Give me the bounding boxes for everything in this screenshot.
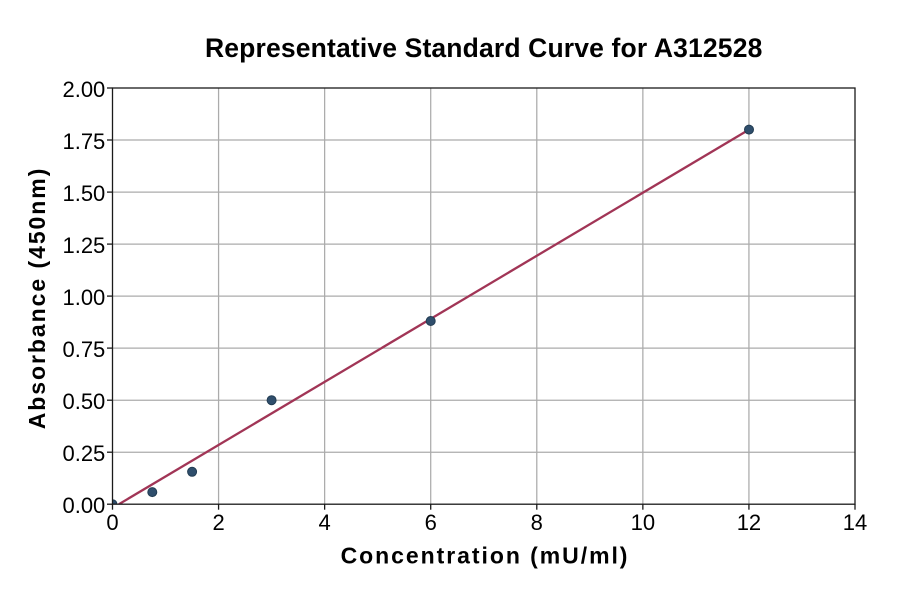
- svg-text:Absorbance (450nm): Absorbance (450nm): [24, 167, 50, 430]
- svg-text:0: 0: [106, 510, 118, 535]
- svg-text:2.00: 2.00: [62, 77, 105, 102]
- svg-text:2: 2: [212, 510, 224, 535]
- svg-text:14: 14: [843, 510, 867, 535]
- svg-text:0.25: 0.25: [62, 441, 105, 466]
- svg-text:0.50: 0.50: [62, 389, 105, 414]
- svg-text:Representative Standard Curve: Representative Standard Curve for A31252…: [205, 33, 762, 63]
- svg-text:0.75: 0.75: [62, 337, 105, 362]
- svg-text:1.25: 1.25: [62, 233, 105, 258]
- svg-text:1.50: 1.50: [62, 181, 105, 206]
- svg-text:0.00: 0.00: [62, 493, 105, 518]
- svg-text:Concentration (mU/ml): Concentration (mU/ml): [341, 542, 630, 568]
- svg-text:1.00: 1.00: [62, 285, 105, 310]
- svg-text:1.75: 1.75: [62, 129, 105, 154]
- svg-text:6: 6: [425, 510, 437, 535]
- svg-text:10: 10: [631, 510, 655, 535]
- svg-text:4: 4: [319, 510, 331, 535]
- svg-text:12: 12: [737, 510, 761, 535]
- svg-text:8: 8: [531, 510, 543, 535]
